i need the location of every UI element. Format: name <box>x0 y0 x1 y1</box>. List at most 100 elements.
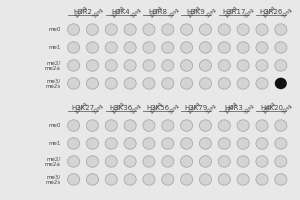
Circle shape <box>86 138 98 149</box>
Circle shape <box>275 42 287 53</box>
Circle shape <box>143 78 155 89</box>
Circle shape <box>200 42 211 53</box>
Circle shape <box>124 42 136 53</box>
Circle shape <box>237 24 249 35</box>
Text: me0: me0 <box>48 27 60 32</box>
Circle shape <box>237 174 249 185</box>
Circle shape <box>105 120 117 131</box>
Text: H3K9: H3K9 <box>187 9 206 15</box>
Circle shape <box>86 60 98 71</box>
Text: 100ng: 100ng <box>187 100 201 115</box>
Text: 50ng: 50ng <box>130 103 142 115</box>
Circle shape <box>162 24 174 35</box>
Circle shape <box>200 24 211 35</box>
Circle shape <box>86 156 98 167</box>
Circle shape <box>143 156 155 167</box>
Circle shape <box>237 78 249 89</box>
Circle shape <box>256 78 268 89</box>
Circle shape <box>218 174 230 185</box>
Circle shape <box>68 120 80 131</box>
Circle shape <box>237 156 249 167</box>
Circle shape <box>200 120 211 131</box>
Circle shape <box>162 174 174 185</box>
Text: 100ng: 100ng <box>149 4 164 19</box>
Circle shape <box>124 138 136 149</box>
Circle shape <box>181 78 193 89</box>
Circle shape <box>143 174 155 185</box>
Circle shape <box>124 120 136 131</box>
Circle shape <box>162 156 174 167</box>
Text: H3K27: H3K27 <box>71 105 94 111</box>
Text: me0: me0 <box>48 123 60 128</box>
Circle shape <box>256 174 268 185</box>
Circle shape <box>275 156 287 167</box>
Text: H3K36: H3K36 <box>109 105 132 111</box>
Circle shape <box>162 120 174 131</box>
Circle shape <box>124 60 136 71</box>
Circle shape <box>218 60 230 71</box>
Circle shape <box>181 120 193 131</box>
Circle shape <box>162 60 174 71</box>
Circle shape <box>181 138 193 149</box>
Text: 50ng: 50ng <box>168 103 180 115</box>
Circle shape <box>181 60 193 71</box>
Circle shape <box>218 156 230 167</box>
Circle shape <box>275 138 287 149</box>
Circle shape <box>275 174 287 185</box>
Circle shape <box>237 60 249 71</box>
Text: 100ng: 100ng <box>187 4 201 19</box>
Circle shape <box>143 120 155 131</box>
Text: H3K56: H3K56 <box>147 105 170 111</box>
Circle shape <box>68 156 80 167</box>
Circle shape <box>68 78 80 89</box>
Text: 50ng: 50ng <box>243 103 256 115</box>
Circle shape <box>237 138 249 149</box>
Circle shape <box>86 42 98 53</box>
Text: 50ng: 50ng <box>92 103 105 115</box>
Circle shape <box>200 156 211 167</box>
Circle shape <box>237 42 249 53</box>
Text: me1: me1 <box>48 141 60 146</box>
Circle shape <box>256 156 268 167</box>
Circle shape <box>86 24 98 35</box>
Circle shape <box>181 156 193 167</box>
Circle shape <box>68 42 80 53</box>
Text: me1: me1 <box>48 45 60 50</box>
Text: me3/
me2s: me3/ me2s <box>45 78 60 89</box>
Text: 50ng: 50ng <box>281 103 293 115</box>
Text: 100ng: 100ng <box>149 100 164 115</box>
Circle shape <box>68 24 80 35</box>
Text: 50ng: 50ng <box>168 7 180 19</box>
Text: H4R3: H4R3 <box>224 105 243 111</box>
Circle shape <box>124 78 136 89</box>
Circle shape <box>218 138 230 149</box>
Circle shape <box>105 60 117 71</box>
Circle shape <box>181 24 193 35</box>
Circle shape <box>200 78 211 89</box>
Text: H3R8: H3R8 <box>149 9 168 15</box>
Text: 50ng: 50ng <box>243 7 256 19</box>
Text: 100ng: 100ng <box>111 4 126 19</box>
Text: 50ng: 50ng <box>206 103 218 115</box>
Circle shape <box>162 138 174 149</box>
Circle shape <box>200 60 211 71</box>
Text: 50ng: 50ng <box>206 7 218 19</box>
Text: me2/
me2a: me2/ me2a <box>44 60 60 71</box>
Circle shape <box>218 42 230 53</box>
Circle shape <box>162 42 174 53</box>
Circle shape <box>256 60 268 71</box>
Circle shape <box>162 78 174 89</box>
Circle shape <box>218 24 230 35</box>
Circle shape <box>86 78 98 89</box>
Circle shape <box>124 24 136 35</box>
Circle shape <box>124 174 136 185</box>
Circle shape <box>275 60 287 71</box>
Text: H3K79: H3K79 <box>184 105 208 111</box>
Circle shape <box>143 138 155 149</box>
Circle shape <box>105 24 117 35</box>
Text: 100ng: 100ng <box>74 4 88 19</box>
Circle shape <box>68 138 80 149</box>
Circle shape <box>200 174 211 185</box>
Circle shape <box>68 174 80 185</box>
Text: 100ng: 100ng <box>224 4 239 19</box>
